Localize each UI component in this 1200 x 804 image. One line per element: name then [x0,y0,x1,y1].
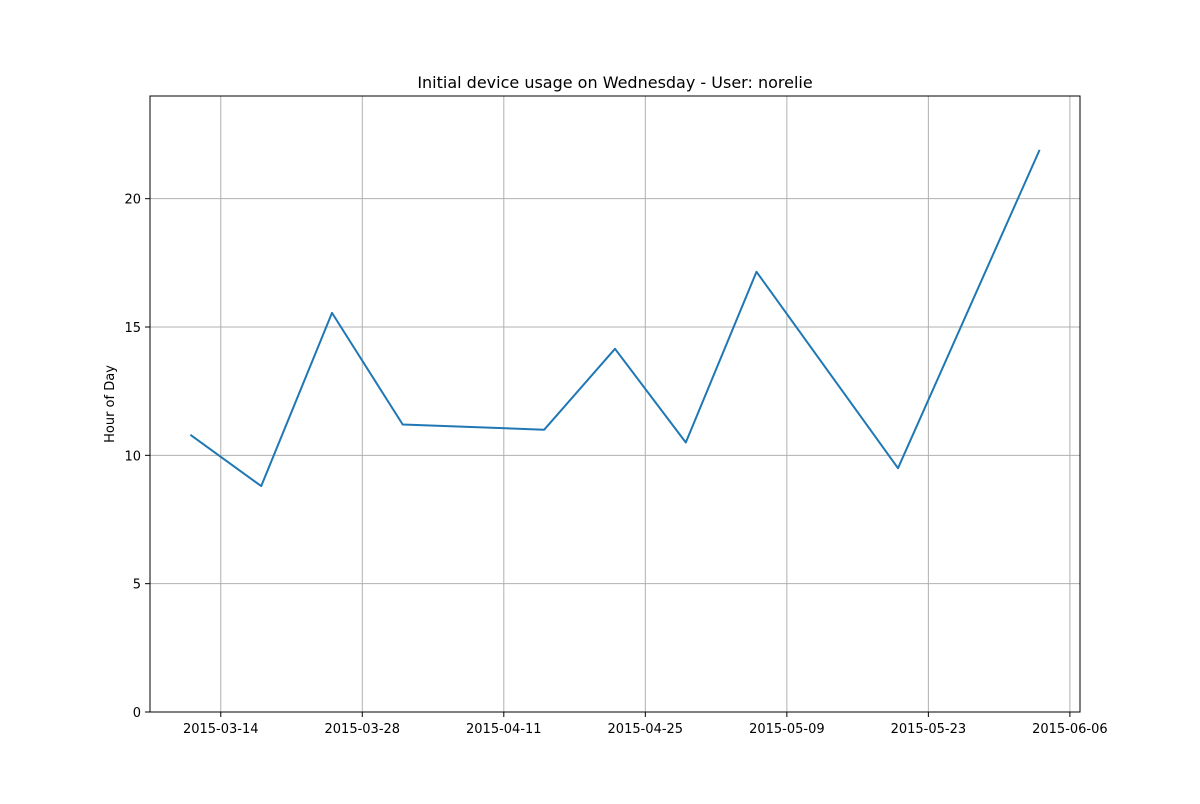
x-tick-label: 2015-06-06 [1032,722,1108,737]
data-point [897,467,899,469]
y-tick-label: 5 [133,578,141,593]
plot-frame [149,95,1081,713]
series-line-0 [189,149,1041,488]
chart-title: Initial device usage on Wednesday - User… [417,73,812,92]
data-point [614,348,616,350]
x-tick-label: 2015-05-09 [749,722,825,737]
x-tick-label: 2015-03-28 [325,722,401,737]
data-point [189,434,191,436]
y-tick-label: 15 [124,321,141,336]
series-layer [189,149,1041,488]
data-point [685,442,687,444]
data-point [402,424,404,426]
axis-ticks: 2015-03-14 2015-03-28 2015-04-11 2015-04-25… [124,193,1107,737]
y-tick-label: 10 [124,449,141,464]
data-point [331,312,333,314]
data-point [260,485,262,487]
x-tick-label: 2015-04-11 [466,722,542,737]
y-tick-label: 20 [124,193,141,208]
x-tick-label: 2015-04-25 [608,722,684,737]
x-tick-label: 2015-03-14 [183,722,259,737]
y-tick-label: 0 [133,706,141,721]
data-point [1039,149,1041,151]
y-axis-label: Hour of Day [103,365,118,443]
data-point [543,429,545,431]
data-point [756,271,758,273]
grid [150,96,1080,713]
x-tick-label: 2015-05-23 [891,722,967,737]
